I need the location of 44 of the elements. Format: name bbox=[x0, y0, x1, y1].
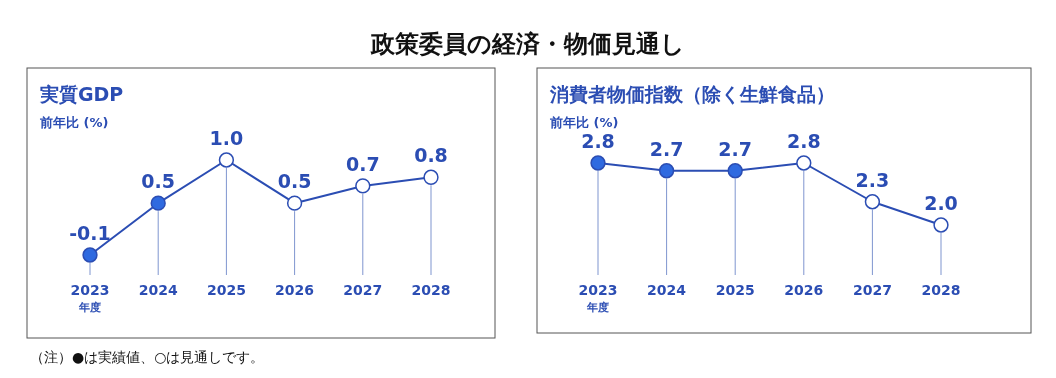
x-axis-title: 年度 bbox=[586, 301, 609, 314]
point bbox=[727, 163, 743, 179]
point bbox=[150, 195, 166, 211]
point bbox=[933, 217, 949, 233]
data-label: 0.8 bbox=[414, 144, 448, 167]
x-tick-label: 2027 bbox=[852, 282, 892, 298]
data-label: 2.7 bbox=[649, 137, 684, 160]
chart-title: 消費者物価指数（除く生鮮食品） bbox=[549, 83, 835, 105]
y-axis-title: 前年比 (%) bbox=[549, 115, 619, 130]
data-label: 2.8 bbox=[786, 130, 821, 152]
x-axis-title: 年度 bbox=[78, 301, 101, 314]
x-tick-label: 2026 bbox=[784, 282, 824, 298]
data-label: 2.0 bbox=[924, 192, 958, 214]
y-axis-title: 前年比 (%) bbox=[39, 115, 109, 130]
point bbox=[355, 178, 371, 194]
point bbox=[796, 155, 812, 171]
point bbox=[658, 163, 675, 179]
text: 政策委員の経済・物価見通し bbox=[370, 30, 685, 58]
point bbox=[864, 194, 881, 210]
text: （注）●は実績値、○は見通しです。 bbox=[30, 349, 265, 365]
data-label: 2.3 bbox=[855, 168, 890, 191]
point bbox=[590, 155, 606, 171]
x-tick-label: 2023 bbox=[578, 282, 618, 298]
data-label: -0.1 bbox=[69, 222, 111, 244]
point bbox=[286, 195, 303, 211]
x-tick-label: 2027 bbox=[343, 282, 383, 298]
point bbox=[423, 169, 439, 185]
x-tick-label: 2028 bbox=[411, 282, 451, 298]
x-tick-label: 2024 bbox=[647, 282, 687, 298]
point bbox=[218, 152, 235, 168]
x-tick-label: 2026 bbox=[275, 282, 315, 298]
x-tick-label: 2024 bbox=[138, 282, 178, 298]
x-tick-label: 2025 bbox=[715, 282, 755, 298]
chart-title: 実質GDP bbox=[39, 83, 124, 105]
data-label: 2.7 bbox=[718, 137, 753, 160]
x-tick-label: 2028 bbox=[921, 282, 961, 298]
x-tick-label: 2025 bbox=[206, 282, 246, 298]
data-label: 0.5 bbox=[141, 170, 176, 193]
point bbox=[82, 247, 98, 263]
data-label: 0.5 bbox=[277, 170, 312, 193]
x-tick-label: 2023 bbox=[70, 282, 110, 298]
data-label: 1.0 bbox=[209, 127, 244, 149]
data-label: 2.8 bbox=[581, 130, 615, 152]
data-label: 0.7 bbox=[345, 152, 380, 175]
